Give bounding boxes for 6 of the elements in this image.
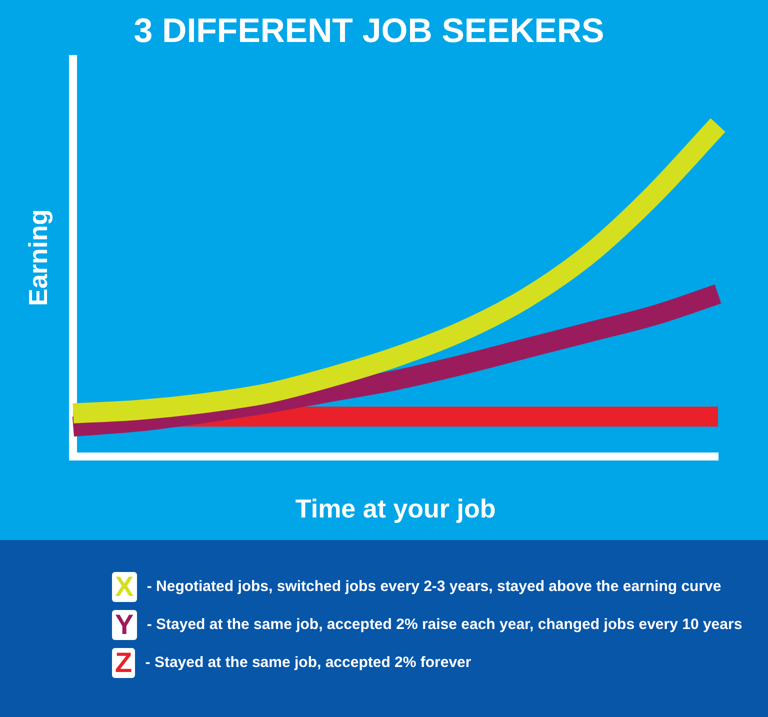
y-axis-title: Earning — [22, 209, 53, 306]
text: Y - Stayed at the same job, accepted 2% raise each year, changed jobs every 10 years — [114, 609, 742, 640]
text: X - Negotiated jobs, switched jobs every 2-3 years, stayed above the earning curve — [114, 571, 722, 602]
chart-title: 3 DIFFERENT JOB SEEKERS — [134, 12, 604, 50]
text: Z - Stayed at the same job, accepted 2% forever — [114, 647, 472, 678]
x-axis-title: Time at your job — [295, 494, 496, 524]
